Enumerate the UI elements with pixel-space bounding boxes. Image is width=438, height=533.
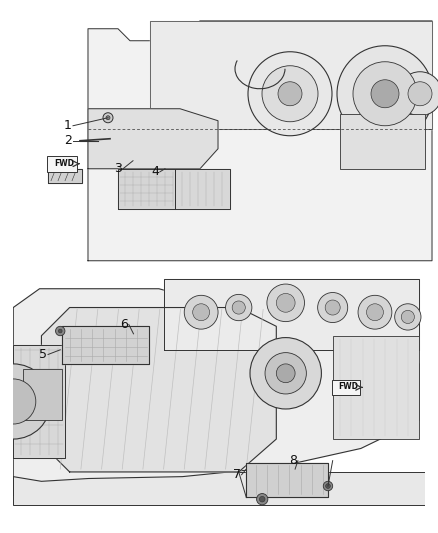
Circle shape (0, 364, 51, 439)
Circle shape (56, 326, 65, 336)
Polygon shape (62, 326, 149, 364)
Circle shape (398, 72, 438, 116)
Circle shape (276, 294, 295, 312)
Polygon shape (163, 279, 419, 350)
Text: 6: 6 (120, 318, 128, 331)
Text: 7: 7 (233, 469, 241, 481)
Bar (23, 369, 62, 420)
Circle shape (103, 113, 113, 123)
Circle shape (250, 337, 321, 409)
Circle shape (325, 483, 330, 488)
Circle shape (226, 294, 252, 321)
Text: 5: 5 (39, 348, 47, 361)
Polygon shape (42, 308, 276, 472)
Circle shape (337, 46, 433, 142)
Polygon shape (88, 21, 432, 261)
Circle shape (276, 364, 295, 383)
Circle shape (259, 496, 265, 502)
Circle shape (106, 116, 110, 120)
FancyBboxPatch shape (47, 156, 77, 172)
Text: 8: 8 (289, 454, 297, 467)
Text: 1: 1 (64, 119, 72, 132)
Polygon shape (118, 169, 175, 209)
Circle shape (184, 295, 218, 329)
Circle shape (325, 300, 340, 315)
Circle shape (358, 295, 392, 329)
Polygon shape (48, 169, 82, 183)
Circle shape (323, 481, 333, 491)
Polygon shape (13, 345, 65, 458)
FancyBboxPatch shape (332, 380, 360, 395)
Bar (333, 336, 419, 439)
Text: FWD: FWD (338, 382, 358, 391)
Bar (340, 114, 425, 169)
Polygon shape (246, 463, 328, 497)
Circle shape (408, 82, 432, 106)
Text: 4: 4 (151, 165, 159, 178)
Circle shape (248, 52, 332, 136)
Circle shape (278, 82, 302, 106)
Polygon shape (13, 289, 419, 495)
Circle shape (58, 329, 62, 333)
Text: 2: 2 (64, 134, 72, 147)
Circle shape (353, 62, 417, 126)
Circle shape (401, 310, 414, 324)
Circle shape (267, 284, 304, 321)
Circle shape (257, 494, 268, 505)
Circle shape (262, 66, 318, 122)
Polygon shape (175, 169, 230, 209)
Text: FWD: FWD (54, 159, 74, 168)
Circle shape (0, 379, 36, 424)
Circle shape (371, 80, 399, 108)
Circle shape (367, 304, 383, 321)
Polygon shape (88, 109, 218, 169)
Circle shape (232, 301, 245, 314)
Circle shape (318, 293, 348, 322)
Polygon shape (150, 21, 432, 129)
Circle shape (395, 304, 421, 330)
Circle shape (193, 304, 210, 321)
Circle shape (265, 353, 306, 394)
Bar (13, 472, 425, 505)
Text: 3: 3 (114, 162, 122, 175)
